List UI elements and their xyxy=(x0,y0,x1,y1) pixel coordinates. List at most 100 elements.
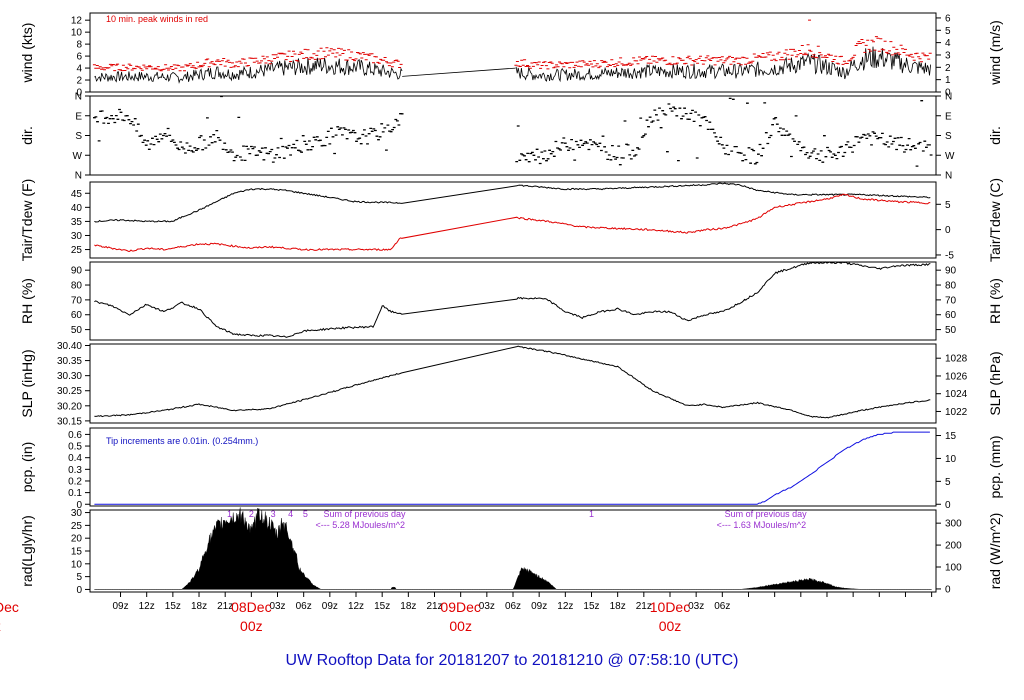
rad-hour-marker: 4 xyxy=(288,509,293,519)
dir-right-axis-label: dir. xyxy=(987,126,1003,145)
temp-left-tick-label: 40 xyxy=(71,203,83,214)
rad-left-tick-label: 5 xyxy=(76,572,82,583)
x-tick-label: 06z xyxy=(505,601,521,612)
rad-sum-line1: Sum of previous day xyxy=(725,509,808,519)
slp-left-tick-label: 30.20 xyxy=(57,401,82,412)
temp-right-axis-label: Tair/Tdew (C) xyxy=(987,178,1003,262)
wind-right-axis-label: wind (m/s) xyxy=(987,20,1003,86)
slp-left-tick-label: 30.30 xyxy=(57,371,82,382)
x-tick-label: 06z xyxy=(714,601,730,612)
rad-right-tick-label: 300 xyxy=(945,519,962,530)
rad-left-tick-label: 30 xyxy=(71,508,83,519)
x-tick-label: 09z xyxy=(112,601,128,612)
temp-left-axis-label: Tair/Tdew (F) xyxy=(19,179,35,261)
slp-right-tick-label: 1026 xyxy=(945,371,968,382)
wind-right-tick-label: 2 xyxy=(945,63,951,74)
temp-right-tick-label: 5 xyxy=(945,200,951,211)
x-tick-label: 03z xyxy=(479,601,495,612)
rad-right-tick-label: 100 xyxy=(945,563,962,574)
wind-left-tick-label: 12 xyxy=(71,16,83,27)
pcp-left-tick-label: 0 xyxy=(76,500,82,511)
rh-right-tick-label: 70 xyxy=(945,295,957,306)
pcp-left-axis-label: pcp. (in) xyxy=(19,442,35,493)
x-tick-label: 12z xyxy=(557,601,573,612)
pcp-right-tick-label: 10 xyxy=(945,454,957,465)
rad-sum-line2: <--- 1.63 MJoules/m^2 xyxy=(717,520,807,530)
dir-right-tick-label: E xyxy=(945,111,952,122)
day-mark-time: 00z xyxy=(659,618,682,634)
rh-frame xyxy=(89,261,937,341)
slp-frame xyxy=(89,343,937,424)
wind-right-tick-label: 4 xyxy=(945,38,951,49)
rad-right-tick-label: 200 xyxy=(945,541,962,552)
slp-left-tick-label: 30.15 xyxy=(57,416,82,427)
pcp-right-tick-label: 5 xyxy=(945,477,951,488)
dir-right-tick-label: S xyxy=(945,131,952,142)
precip-tip-note: Tip increments are 0.01in. (0.254mm.) xyxy=(106,436,258,446)
pcp-right-axis-label: pcp. (mm) xyxy=(987,436,1003,499)
rh-left-tick-label: 80 xyxy=(71,281,83,292)
rad-sum-line2: <--- 5.28 MJoules/m^2 xyxy=(315,520,405,530)
rh-right-tick-label: 50 xyxy=(945,325,957,336)
wind-right-tick-label: 1 xyxy=(945,75,951,86)
x-tick-label: 15z xyxy=(374,601,390,612)
x-tick-label: 12z xyxy=(139,601,155,612)
x-tick-label: 12z xyxy=(348,601,364,612)
wind-left-tick-label: 0 xyxy=(76,88,82,99)
rad-left-tick-label: 20 xyxy=(71,534,83,545)
rh-left-tick-label: 50 xyxy=(71,325,83,336)
rh-left-tick-label: 90 xyxy=(71,266,83,277)
rad-hour-marker: 3 xyxy=(271,509,276,519)
panel-frames xyxy=(85,12,941,597)
rh-right-tick-label: 90 xyxy=(945,266,957,277)
rad-left-tick-label: 15 xyxy=(71,547,83,558)
x-tick-label: 21z xyxy=(426,601,442,612)
pcp-left-tick-label: 0.1 xyxy=(68,488,82,499)
wind-left-tick-label: 10 xyxy=(71,28,83,39)
rh-left-tick-label: 70 xyxy=(71,295,83,306)
day-mark-time-offpage: z xyxy=(0,618,1,634)
temp-left-tick-label: 35 xyxy=(71,217,83,228)
x-tick-label: 03z xyxy=(688,601,704,612)
wind-right-tick-label: 3 xyxy=(945,50,951,61)
slp-right-tick-label: 1024 xyxy=(945,389,968,400)
chart-title: UW Rooftop Data for 20181207 to 20181210… xyxy=(286,652,739,669)
dir-right-tick-label: N xyxy=(945,92,952,103)
temp-left-tick-label: 25 xyxy=(71,245,83,256)
x-tick-label: 21z xyxy=(636,601,652,612)
wind-peak-series xyxy=(92,19,932,72)
rad-sum-line1: Sum of previous day xyxy=(323,509,406,519)
rad-hour-marker: 1 xyxy=(227,509,232,519)
temp-left-tick-label: 45 xyxy=(71,189,83,200)
day-mark-date-offpage: Dec xyxy=(0,599,19,615)
rad-left-tick-label: 10 xyxy=(71,559,83,570)
pcp-right-tick-label: 0 xyxy=(945,500,951,511)
wind-left-tick-label: 6 xyxy=(76,52,82,63)
tdew-series xyxy=(94,193,931,252)
x-tick-label: 18z xyxy=(191,601,207,612)
wind-right-tick-label: 5 xyxy=(945,26,951,37)
dir-frame xyxy=(89,95,937,176)
wind-left-tick-label: 8 xyxy=(76,40,82,51)
dir-right-tick-label: W xyxy=(945,151,955,162)
x-tick-label: 18z xyxy=(400,601,416,612)
rh-left-tick-label: 60 xyxy=(71,310,83,321)
rad-hour-marker: 1 xyxy=(589,509,594,519)
x-tick-label: 09z xyxy=(531,601,547,612)
wind-direction-series xyxy=(93,95,933,167)
x-tick-label: 18z xyxy=(610,601,626,612)
rh-right-axis-label: RH (%) xyxy=(987,278,1003,324)
pcp-left-tick-label: 0.4 xyxy=(68,453,82,464)
day-mark-date: 10Dec xyxy=(650,599,690,615)
rad-left-tick-label: 25 xyxy=(71,521,83,532)
wind-frame xyxy=(89,12,937,93)
wind-right-tick-label: 0 xyxy=(945,88,951,99)
tair-series xyxy=(94,182,931,223)
x-tick-label: 09z xyxy=(322,601,338,612)
pcp-left-tick-label: 0.3 xyxy=(68,465,82,476)
x-tick-label: 15z xyxy=(583,601,599,612)
day-mark-date: 08Dec xyxy=(231,599,271,615)
dir-left-tick-label: N xyxy=(75,92,82,103)
rh-right-tick-label: 80 xyxy=(945,281,957,292)
